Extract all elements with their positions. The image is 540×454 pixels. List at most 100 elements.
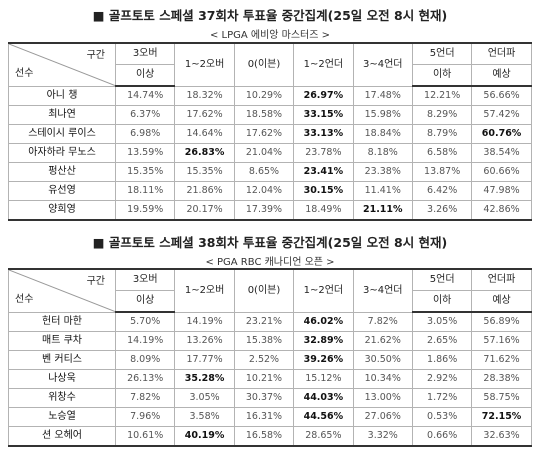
- vote-rate-cell: 13.59%: [114, 143, 176, 163]
- vote-rate-cell: 44.56%: [293, 407, 354, 427]
- vote-rate-cell: 33.15%: [293, 105, 354, 125]
- vote-rate-cell: 15.98%: [352, 105, 413, 125]
- column-header: 1~2언더: [293, 268, 354, 313]
- vote-rate-cell: 2.92%: [411, 369, 473, 389]
- vote-rate-cell: 26.97%: [293, 85, 354, 106]
- vote-rate-cell: 39.26%: [293, 350, 354, 370]
- vote-rate-cell: 15.35%: [114, 162, 176, 182]
- vote-rate-cell: 26.13%: [114, 369, 176, 389]
- player-name: 벤 커티스: [8, 350, 116, 370]
- vote-rate-cell: 12.04%: [233, 181, 295, 201]
- table-row: 아자하라 무노스 13.59% 26.83% 21.04% 23.78% 8.18% 6.5…: [8, 143, 532, 163]
- diagonal-line-icon: [9, 270, 115, 312]
- table-row: 나상욱 26.13% 35.28% 10.21% 15.12% 10.34% 2.92% 28…: [8, 369, 532, 389]
- vote-rate-cell: 8.09%: [114, 350, 176, 370]
- column-header: 5언더: [411, 42, 473, 65]
- vote-rate-cell: 3.05%: [174, 388, 235, 408]
- vote-rate-cell: 3.05%: [411, 311, 473, 332]
- table-2-subtitle: < PGA RBC 캐나디언 오픈 >: [205, 257, 335, 268]
- vote-rate-cell: 7.82%: [114, 388, 176, 408]
- vote-rate-cell: 10.34%: [352, 369, 413, 389]
- header-label-top: 구간: [86, 276, 105, 287]
- vote-rate-cell: 2.52%: [233, 350, 295, 370]
- vote-rate-cell: 1.72%: [411, 388, 473, 408]
- vote-rate-cell: 60.76%: [471, 124, 532, 144]
- vote-rate-cell: 72.15%: [471, 407, 532, 427]
- vote-rate-cell: 6.37%: [114, 105, 176, 125]
- vote-rate-cell: 8.79%: [411, 124, 473, 144]
- column-header: 언더파: [471, 42, 532, 65]
- vote-rate-cell: 32.63%: [471, 426, 532, 447]
- vote-rate-cell: 14.74%: [114, 85, 176, 106]
- vote-rate-cell: 35.28%: [174, 369, 235, 389]
- diagonal-line-icon: [9, 44, 115, 86]
- vote-rate-cell: 15.38%: [233, 331, 295, 351]
- player-name: 노승열: [8, 407, 116, 427]
- vote-rate-cell: 40.19%: [174, 426, 235, 447]
- column-header-line2: 이하: [411, 290, 473, 313]
- vote-rate-cell: 21.86%: [174, 181, 235, 201]
- vote-rate-cell: 57.16%: [471, 331, 532, 351]
- table-row: 노승열 7.96% 3.58% 16.31% 44.56% 27.06% 0.53% 72.1…: [8, 407, 532, 427]
- column-header: 3오버: [114, 268, 176, 291]
- column-header: 0(이븐): [233, 42, 295, 87]
- vote-rate-cell: 7.82%: [352, 311, 413, 332]
- vote-rate-cell: 44.03%: [293, 388, 354, 408]
- vote-rate-cell: 17.62%: [174, 105, 235, 125]
- vote-rate-cell: 17.77%: [174, 350, 235, 370]
- column-header-line2: 예상: [471, 64, 532, 87]
- vote-rate-cell: 14.64%: [174, 124, 235, 144]
- vote-rate-cell: 60.66%: [471, 162, 532, 182]
- player-name: 최나연: [8, 105, 116, 125]
- player-name: 펑산산: [8, 162, 116, 182]
- vote-rate-cell: 32.89%: [293, 331, 354, 351]
- vote-rate-cell: 17.48%: [352, 85, 413, 106]
- table-row: 매트 쿠차 14.19% 13.26% 15.38% 32.89% 21.62% 2.65%…: [8, 331, 532, 351]
- column-header-line2: 예상: [471, 290, 532, 313]
- vote-rate-cell: 10.21%: [233, 369, 295, 389]
- player-name: 아자하라 무노스: [8, 143, 116, 163]
- table-1: 구간 선수 3오버 1~2오버 0(이븐) 1~2언더 3~4언더 5언더 언더…: [8, 42, 532, 221]
- vote-rate-cell: 57.42%: [471, 105, 532, 125]
- column-header: 1~2오버: [174, 268, 235, 313]
- column-header: 언더파: [471, 268, 532, 291]
- vote-rate-cell: 23.38%: [352, 162, 413, 182]
- player-name: 양희영: [8, 200, 116, 221]
- header-label-top: 구간: [86, 50, 105, 61]
- vote-rate-cell: 21.62%: [352, 331, 413, 351]
- player-name: 매트 쿠차: [8, 331, 116, 351]
- vote-rate-cell: 71.62%: [471, 350, 532, 370]
- table-1-corner-header: 구간 선수: [8, 42, 116, 87]
- vote-rate-cell: 18.49%: [293, 200, 354, 221]
- table-row: 스테이시 루이스 6.98% 14.64% 17.62% 33.13% 18.84% 8.7…: [8, 124, 532, 144]
- vote-rate-cell: 6.42%: [411, 181, 473, 201]
- vote-rate-cell: 14.19%: [114, 331, 176, 351]
- vote-rate-cell: 30.37%: [233, 388, 295, 408]
- vote-rate-cell: 21.04%: [233, 143, 295, 163]
- table-row: 벤 커티스 8.09% 17.77% 2.52% 39.26% 30.50% 1.86% 71…: [8, 350, 532, 370]
- vote-rate-cell: 13.26%: [174, 331, 235, 351]
- vote-rate-cell: 10.61%: [114, 426, 176, 447]
- vote-rate-cell: 3.26%: [411, 200, 473, 221]
- table-2-title: ■ 골프토토 스페셜 38회차 투표율 중간집계(25일 오전 8시 현재): [92, 235, 448, 250]
- vote-rate-cell: 30.50%: [352, 350, 413, 370]
- table-row: 양희영 19.59% 20.17% 17.39% 18.49% 21.11% 3.26% 42…: [8, 200, 532, 221]
- vote-rate-cell: 18.58%: [233, 105, 295, 125]
- vote-rate-cell: 15.35%: [174, 162, 235, 182]
- vote-rate-cell: 6.58%: [411, 143, 473, 163]
- vote-rate-cell: 2.65%: [411, 331, 473, 351]
- player-name: 유선영: [8, 181, 116, 201]
- table-row: 유선영 18.11% 21.86% 12.04% 30.15% 11.41% 6.42% 47…: [8, 181, 532, 201]
- vote-rate-cell: 0.66%: [411, 426, 473, 447]
- table-row: 펑산산 15.35% 15.35% 8.65% 23.41% 23.38% 13.87% 60…: [8, 162, 532, 182]
- player-name: 나상욱: [8, 369, 116, 389]
- vote-rate-cell: 15.12%: [293, 369, 354, 389]
- table-row: 아니 챙 14.74% 18.32% 10.29% 26.97% 17.48% 12.21%…: [8, 85, 532, 106]
- column-header-line2: 이상: [114, 64, 176, 87]
- vote-rate-cell: 5.70%: [114, 311, 176, 332]
- vote-rate-cell: 56.66%: [471, 85, 532, 106]
- vote-rate-cell: 26.83%: [174, 143, 235, 163]
- vote-rate-cell: 13.87%: [411, 162, 473, 182]
- table-row: 션 오헤어 10.61% 40.19% 16.58% 28.65% 3.32% 0.66% 3…: [8, 426, 532, 447]
- column-header: 3~4언더: [352, 42, 413, 87]
